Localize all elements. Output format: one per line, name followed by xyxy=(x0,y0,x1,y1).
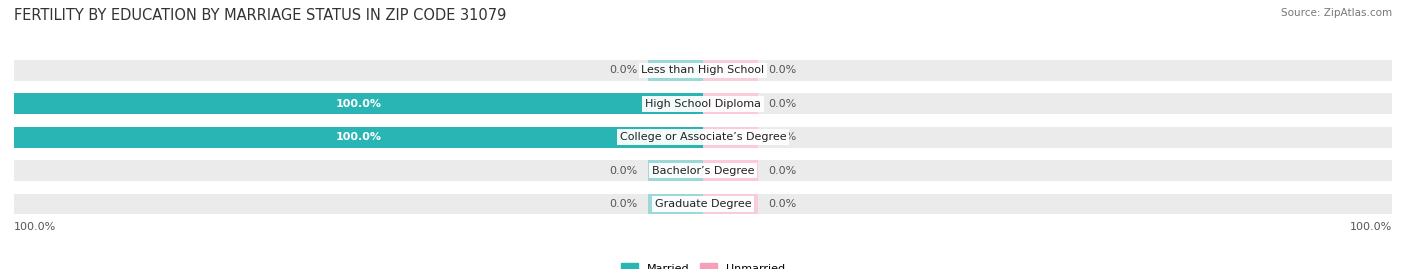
Text: College or Associate’s Degree: College or Associate’s Degree xyxy=(620,132,786,142)
Text: Source: ZipAtlas.com: Source: ZipAtlas.com xyxy=(1281,8,1392,18)
Bar xyxy=(703,94,758,114)
Bar xyxy=(14,127,1392,147)
Text: 0.0%: 0.0% xyxy=(609,65,637,76)
Text: 100.0%: 100.0% xyxy=(336,132,381,142)
Text: Bachelor’s Degree: Bachelor’s Degree xyxy=(652,165,754,176)
Bar xyxy=(14,194,1392,214)
Bar xyxy=(648,160,703,181)
Text: 0.0%: 0.0% xyxy=(609,165,637,176)
Text: FERTILITY BY EDUCATION BY MARRIAGE STATUS IN ZIP CODE 31079: FERTILITY BY EDUCATION BY MARRIAGE STATU… xyxy=(14,8,506,23)
Text: 0.0%: 0.0% xyxy=(769,65,797,76)
Text: High School Diploma: High School Diploma xyxy=(645,99,761,109)
Bar xyxy=(14,94,703,114)
Text: Less than High School: Less than High School xyxy=(641,65,765,76)
Text: 0.0%: 0.0% xyxy=(609,199,637,209)
Bar xyxy=(14,94,1392,114)
Bar xyxy=(14,160,1392,181)
Bar xyxy=(703,60,758,81)
Text: 0.0%: 0.0% xyxy=(769,199,797,209)
Text: 0.0%: 0.0% xyxy=(769,99,797,109)
Bar xyxy=(648,60,703,81)
Bar xyxy=(14,60,1392,81)
Bar xyxy=(703,127,758,147)
Text: 100.0%: 100.0% xyxy=(336,99,381,109)
Bar xyxy=(703,194,758,214)
Bar xyxy=(14,127,703,147)
Bar xyxy=(648,194,703,214)
Text: 0.0%: 0.0% xyxy=(769,165,797,176)
Legend: Married, Unmarried: Married, Unmarried xyxy=(617,259,789,269)
Text: 100.0%: 100.0% xyxy=(1350,222,1392,232)
Text: Graduate Degree: Graduate Degree xyxy=(655,199,751,209)
Text: 100.0%: 100.0% xyxy=(14,222,56,232)
Text: 0.0%: 0.0% xyxy=(769,132,797,142)
Bar xyxy=(703,160,758,181)
